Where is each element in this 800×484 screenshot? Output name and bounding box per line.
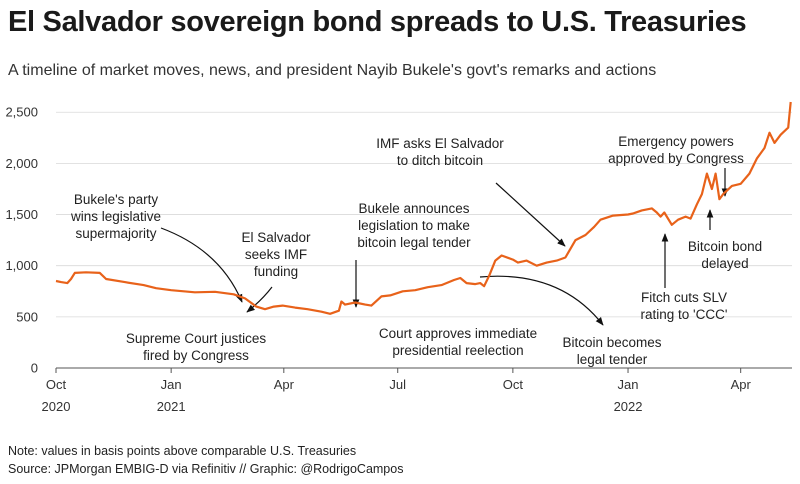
page-subtitle: A timeline of market moves, news, and pr… — [8, 62, 657, 79]
annotation-text: Fitch cuts SLV — [641, 290, 727, 305]
annotation-text: Bukele announces — [358, 201, 469, 216]
annotation-emergency-powers: Emergency powers approved by Congress — [608, 134, 744, 166]
annotation-text: Supreme Court justices — [126, 331, 267, 346]
annotation-text: rating to 'CCC' — [641, 307, 728, 322]
annotation-bitcoin-legal: Bitcoin becomes legal tender — [562, 335, 661, 367]
annotation-text: legislation to make — [358, 218, 470, 233]
annotation-text: supermajority — [75, 226, 156, 241]
annotation-bitcoin-bond: Bitcoin bond delayed — [688, 239, 762, 271]
x-tick-label: Oct — [503, 377, 524, 392]
annotation-text: wins legislative — [70, 209, 161, 224]
annotation-arrow — [479, 275, 604, 326]
annotation-bukele-announces: Bukele announces legislation to make bitco… — [357, 201, 471, 250]
y-tick-label: 500 — [16, 309, 38, 324]
y-tick-label: 1,500 — [5, 207, 38, 222]
annotation-text: delayed — [701, 256, 748, 271]
annotation-text: funding — [254, 264, 298, 279]
y-tick-label: 2,500 — [5, 105, 38, 120]
annotation-text: to ditch bitcoin — [397, 153, 483, 168]
x-tick-year: 2021 — [157, 399, 186, 414]
annotation-text: legal tender — [577, 352, 648, 367]
y-axis-ticks: 0 500 1,000 1,500 2,000 2,500 — [5, 105, 38, 376]
annotation-text: IMF asks El Salvador — [376, 136, 504, 151]
annotation-text: fired by Congress — [143, 348, 249, 363]
annotation-text: Bitcoin becomes — [562, 335, 661, 350]
annotation-court-approves: Court approves immediate presidential ree… — [379, 326, 537, 358]
source-credit: Source: JPMorgan EMBIG-D via Refinitiv /… — [8, 462, 404, 476]
x-tick-label: Oct — [46, 377, 67, 392]
y-tick-label: 0 — [31, 361, 38, 376]
annotation-text: Bitcoin bond — [688, 239, 762, 254]
annotation-text: seeks IMF — [245, 247, 307, 262]
annotations: Bukele's party wins legislative supermajor… — [70, 134, 762, 367]
x-tick-label: Apr — [274, 377, 295, 392]
annotation-el-salvador-imf: El Salvador seeks IMF funding — [241, 230, 311, 279]
y-tick-label: 1,000 — [5, 258, 38, 273]
annotation-arrows — [160, 168, 729, 326]
annotation-arrow — [246, 286, 273, 313]
x-tick-label: Jan — [161, 377, 182, 392]
x-tick-label: Apr — [731, 377, 752, 392]
annotation-text: bitcoin legal tender — [357, 235, 471, 250]
x-tick-year: 2022 — [614, 399, 643, 414]
spread-series-line — [55, 101, 792, 315]
x-tick-label: Jan — [618, 377, 639, 392]
annotation-text: Court approves immediate — [379, 326, 537, 341]
annotation-arrow — [160, 227, 243, 303]
x-tick-year: 2020 — [42, 399, 71, 414]
annotation-text: approved by Congress — [608, 151, 744, 166]
annotation-imf-asks: IMF asks El Salvador to ditch bitcoin — [376, 136, 504, 168]
annotation-supreme-court: Supreme Court justices fired by Congress — [126, 331, 267, 363]
annotation-text: Bukele's party — [74, 192, 159, 207]
annotation-text: Emergency powers — [618, 134, 734, 149]
footnote: Note: values in basis points above compa… — [8, 444, 357, 458]
x-axis-ticks: Oct 2020 Jan 2021 Apr Jul Oct Jan 2022 Apr — [42, 368, 752, 414]
y-tick-label: 2,000 — [5, 156, 38, 171]
x-tick-label: Jul — [389, 377, 406, 392]
annotation-text: presidential reelection — [392, 343, 523, 358]
annotation-fitch-cuts: Fitch cuts SLV rating to 'CCC' — [641, 290, 728, 322]
page-title: El Salvador sovereign bond spreads to U.… — [8, 6, 747, 38]
annotation-arrow — [495, 182, 566, 247]
grid-lines — [56, 111, 792, 369]
annotation-text: El Salvador — [241, 230, 311, 245]
annotation-bukele-party: Bukele's party wins legislative supermajor… — [70, 192, 161, 241]
